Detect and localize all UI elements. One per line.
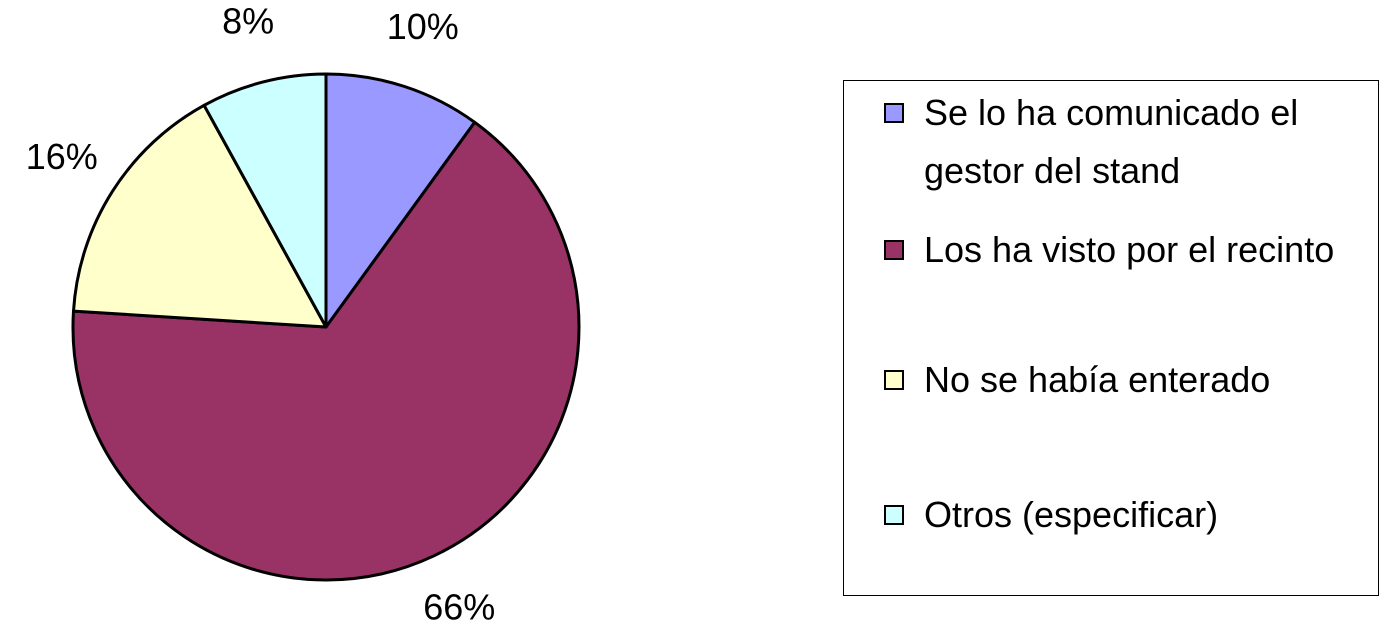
legend-label: Los ha visto por el recinto	[924, 229, 1335, 270]
legend-entry: Se lo ha comunicado el gestor del stand	[884, 84, 1374, 200]
pie-slice	[71, 103, 328, 329]
legend-swatch	[884, 240, 904, 260]
chart: 10% 66% 16% 8%	[26, 0, 581, 624]
legend-entry: Los ha visto por el recinto	[884, 221, 1374, 279]
pie-slice	[202, 72, 328, 329]
legend-swatch	[884, 103, 904, 123]
legend-swatch	[884, 370, 904, 390]
data-label: 66%	[423, 587, 495, 624]
pie-slice	[324, 72, 477, 329]
legend-label: No se había enterado	[924, 359, 1271, 400]
pie-slice	[71, 120, 581, 582]
legend-entry: No se había enterado	[884, 351, 1374, 409]
legend-swatch	[884, 505, 904, 525]
data-label: 8%	[222, 0, 274, 41]
legend-label: Otros (especificar)	[924, 494, 1219, 535]
legend: Se lo ha comunicado el gestor del stand L…	[843, 80, 1379, 596]
legend-entry: Otros (especificar)	[884, 486, 1374, 544]
legend-label: Se lo ha comunicado el gestor del stand	[924, 92, 1299, 191]
data-label: 10%	[387, 6, 459, 47]
data-label: 16%	[26, 136, 98, 177]
